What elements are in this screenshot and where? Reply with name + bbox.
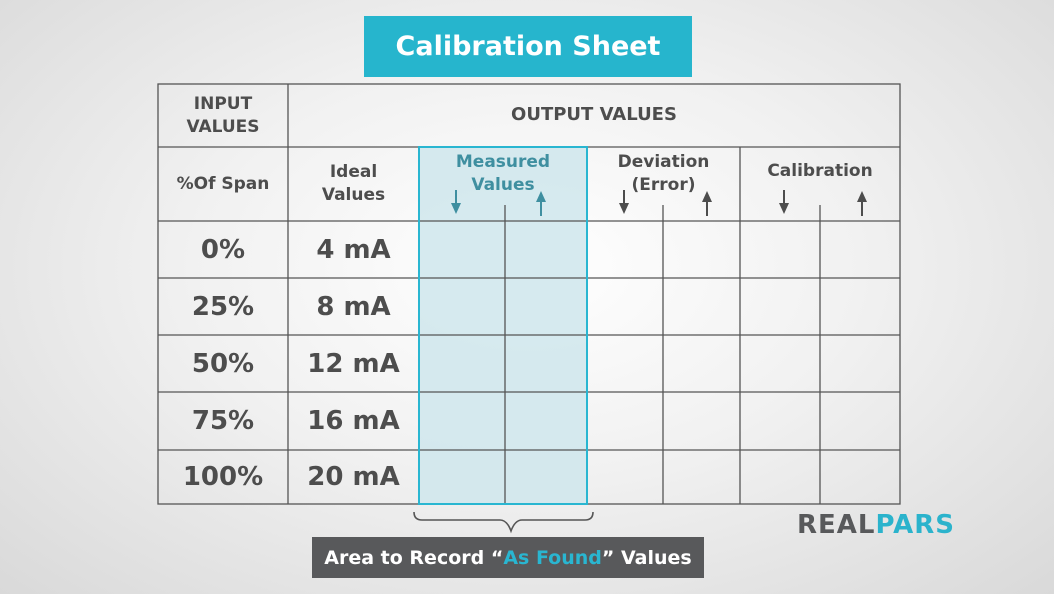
header-input-values: INPUT VALUES xyxy=(186,93,260,137)
logo-part-real: REAL xyxy=(797,510,876,540)
caption-highlight: As Found xyxy=(503,546,602,569)
calibration-arrows xyxy=(779,190,867,216)
span-cell: 50% xyxy=(191,348,255,379)
arrow-up-icon xyxy=(536,191,546,216)
arrow-up-icon xyxy=(857,191,867,216)
arrow-down-icon xyxy=(779,190,789,214)
curly-brace-icon xyxy=(413,511,594,534)
caption-prefix: Area to Record “ xyxy=(324,546,504,569)
ideal-cell: 12 mA xyxy=(307,348,400,379)
ideal-cell: 4 mA xyxy=(316,234,391,265)
header-measured-values: Measured Values xyxy=(455,152,551,195)
ideal-cell: 20 mA xyxy=(307,462,400,492)
arrow-down-icon xyxy=(619,190,629,214)
logo-part-pars: PARS xyxy=(875,510,956,540)
span-cell: 100% xyxy=(182,462,264,492)
realpars-logo: REAL PARS xyxy=(797,510,993,540)
arrow-up-icon xyxy=(702,191,712,216)
ideal-cell: 16 mA xyxy=(307,406,400,436)
ideal-cell: 8 mA xyxy=(316,291,391,322)
span-cell: 25% xyxy=(191,291,255,322)
measured-arrows xyxy=(451,190,546,216)
as-found-caption: Area to Record “As Found” Values xyxy=(312,537,704,578)
header-deviation: Deviation (Error) xyxy=(617,152,710,195)
deviation-arrows xyxy=(619,190,712,216)
span-cell: 0% xyxy=(200,234,246,265)
caption-suffix: ” Values xyxy=(601,546,692,569)
measured-values-highlight xyxy=(419,147,587,504)
sheet-title: Calibration Sheet xyxy=(364,16,692,77)
arrow-down-icon xyxy=(451,190,461,214)
header-ideal-values: Ideal Values xyxy=(321,162,386,205)
header-percent-span: %Of Span xyxy=(176,173,270,194)
measured-values-border xyxy=(418,146,588,505)
header-calibration: Calibration xyxy=(767,160,873,181)
span-cell: 75% xyxy=(191,406,255,436)
header-output-values: OUTPUT VALUES xyxy=(511,104,677,126)
